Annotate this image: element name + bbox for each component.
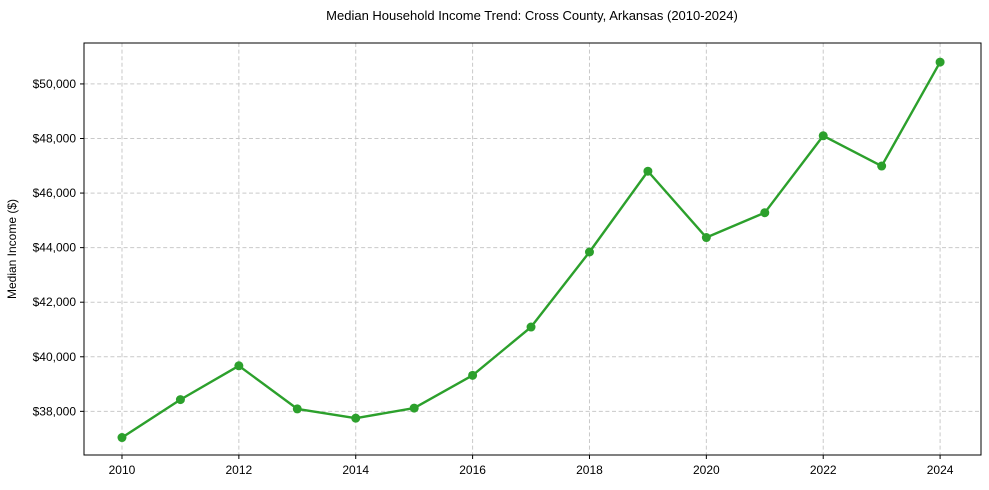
data-point-2019 (643, 166, 653, 176)
y-tick-label: $48,000 (33, 131, 77, 145)
data-point-2010 (117, 433, 127, 443)
y-axis-label: Median Income ($) (5, 199, 19, 299)
data-point-2014 (351, 413, 361, 423)
y-tick-label: $44,000 (33, 241, 77, 255)
data-point-2022 (818, 131, 828, 141)
data-point-2021 (760, 208, 770, 218)
data-point-2015 (409, 403, 419, 413)
data-point-2018 (584, 247, 594, 257)
x-tick-label: 2016 (459, 463, 486, 477)
x-tick-label: 2014 (342, 463, 369, 477)
data-point-2024 (935, 57, 945, 67)
data-point-2012 (234, 361, 244, 371)
x-tick-label: 2012 (226, 463, 253, 477)
x-tick-label: 2024 (927, 463, 954, 477)
data-point-2020 (701, 233, 711, 243)
x-tick-label: 2020 (693, 463, 720, 477)
plot-area: 2010 2012 2014 2016 2018 2020 2022 2024 $38,000 $… (33, 42, 982, 477)
y-tick-label: $40,000 (33, 350, 77, 364)
data-point-2023 (877, 161, 887, 171)
data-point-2017 (526, 322, 536, 332)
trend-line (120, 60, 942, 439)
data-point-2016 (468, 370, 478, 380)
y-tick-label: $42,000 (33, 295, 77, 309)
chart-title: Median Household Income Trend: Cross Cou… (326, 8, 738, 23)
plot-border (83, 42, 982, 456)
x-tick-label: 2010 (109, 463, 136, 477)
y-tick-label: $50,000 (33, 77, 77, 91)
data-point-2013 (292, 404, 302, 414)
x-tick-label: 2018 (576, 463, 603, 477)
x-tick-label: 2022 (810, 463, 837, 477)
y-tick-label: $38,000 (33, 404, 77, 418)
y-tick-label: $46,000 (33, 186, 77, 200)
data-point-2011 (175, 395, 185, 405)
